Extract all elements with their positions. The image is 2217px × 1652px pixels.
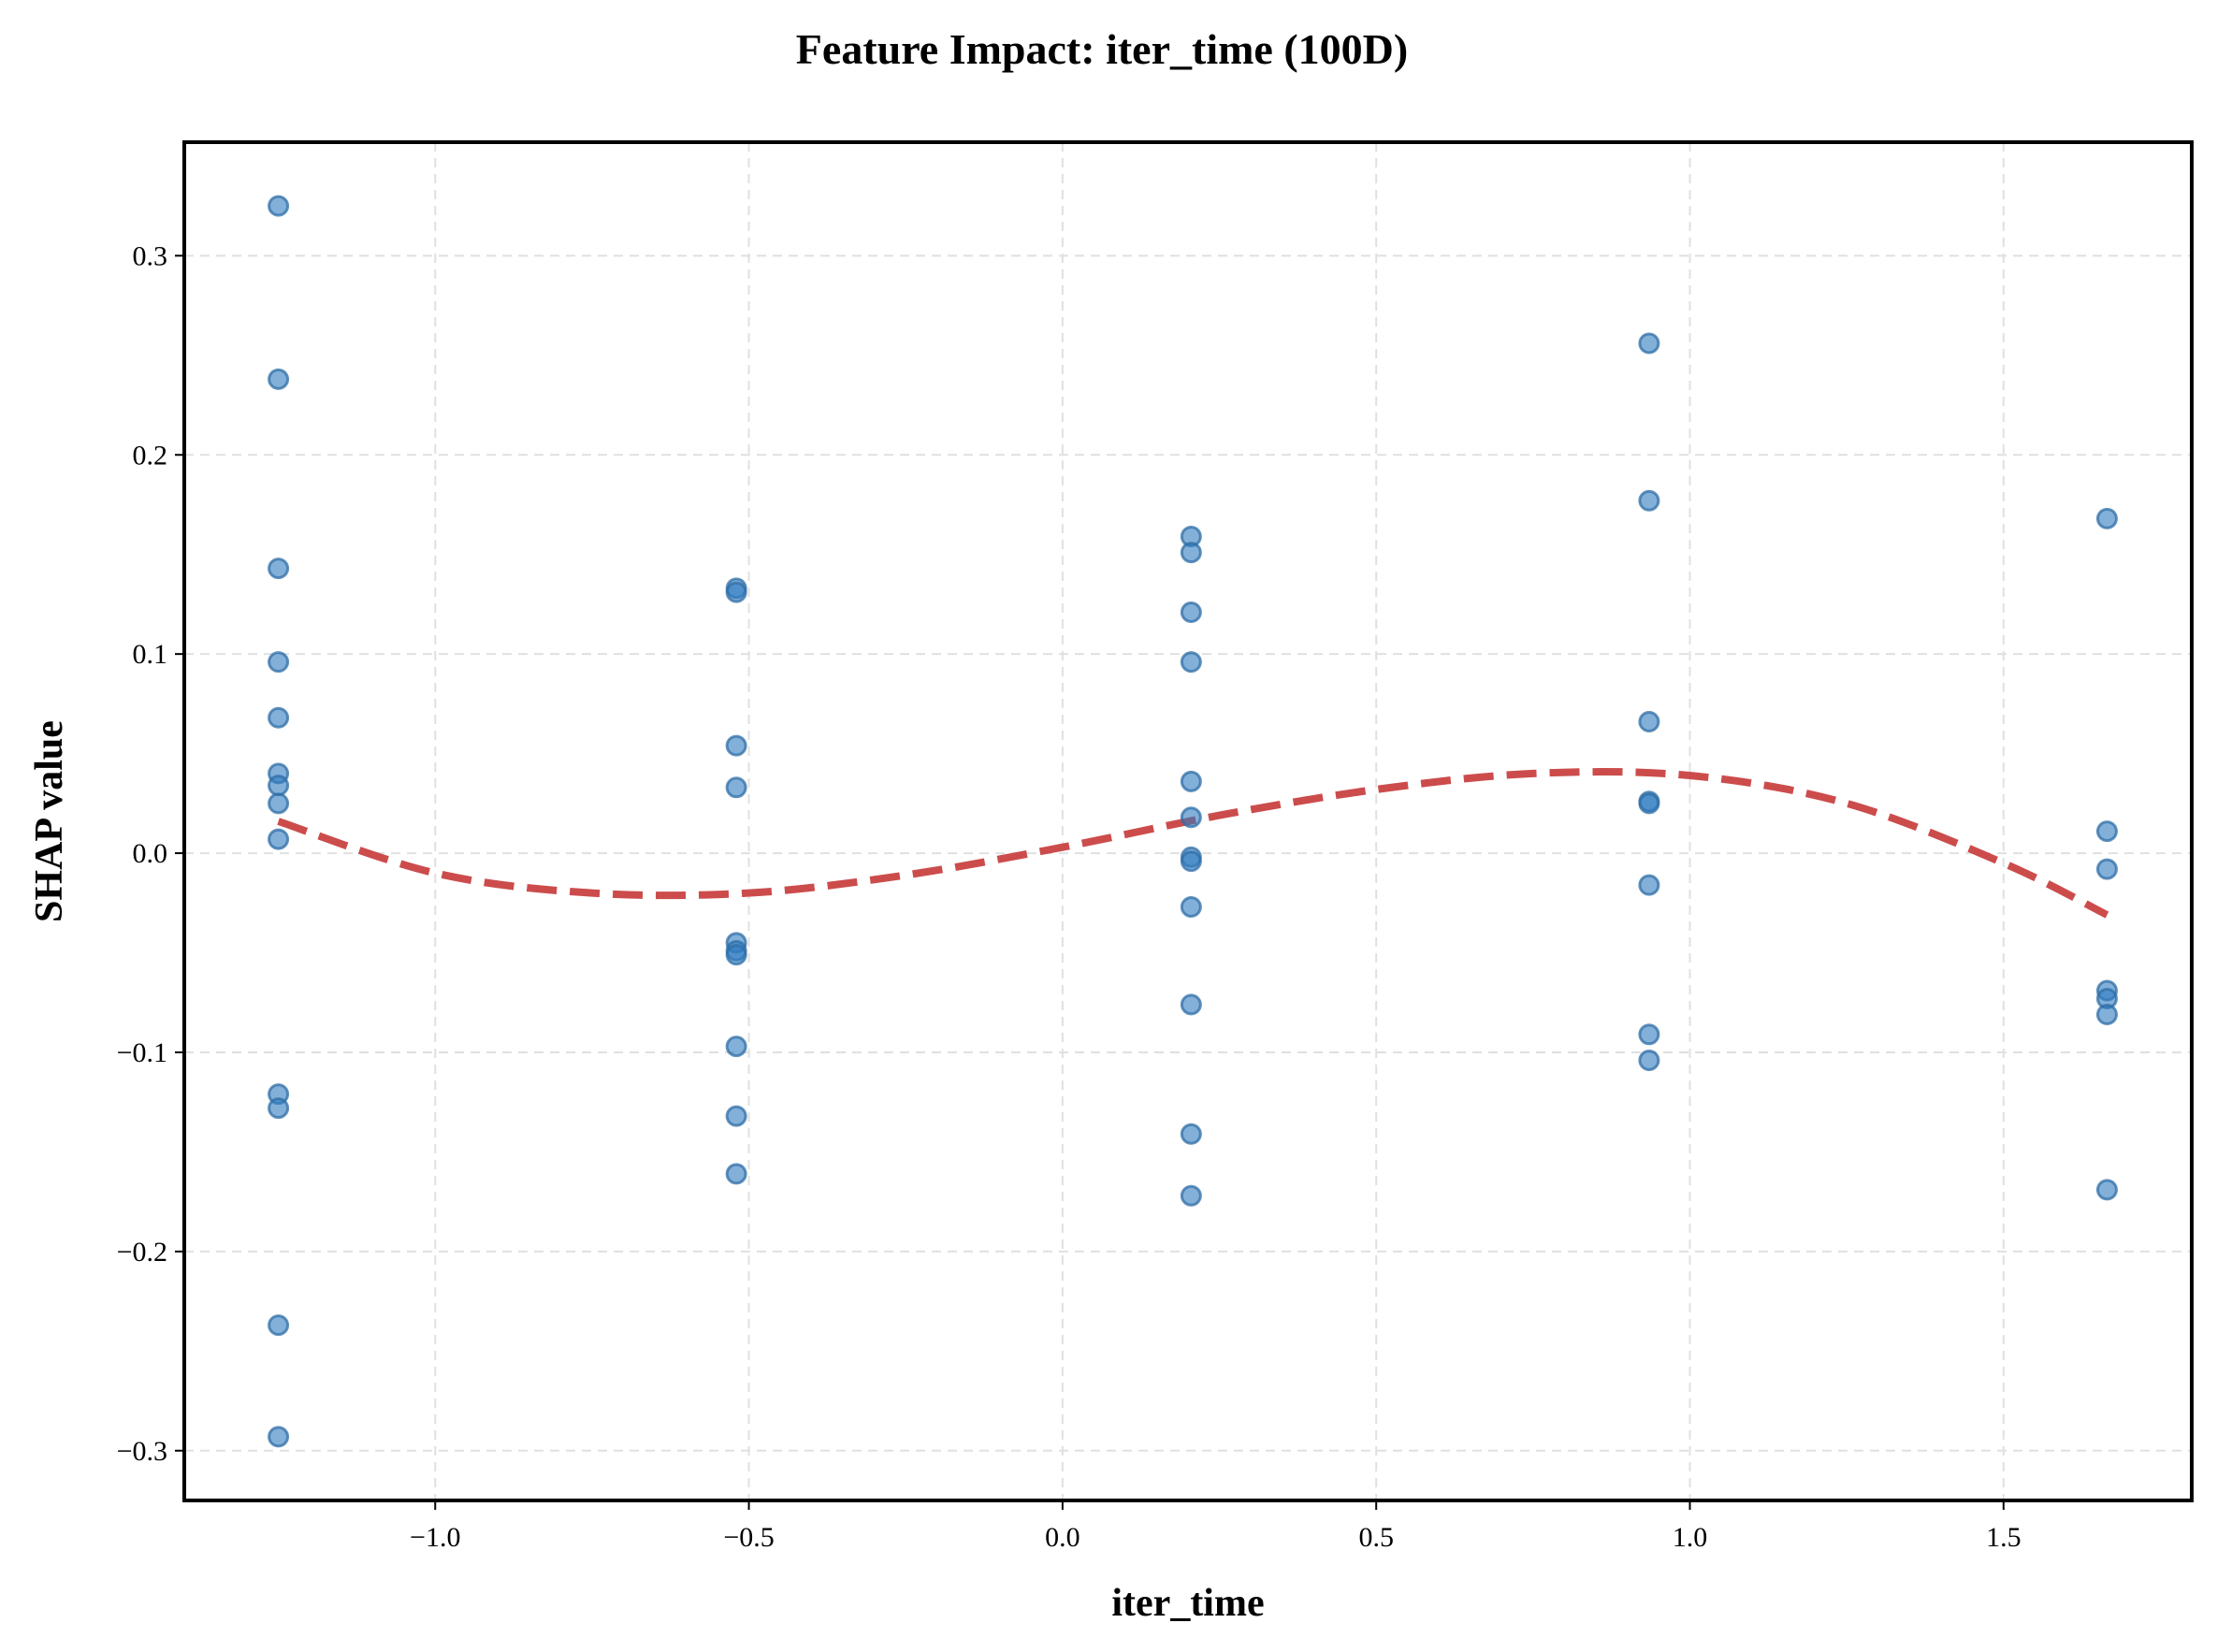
data-point bbox=[1638, 792, 1660, 815]
y-tick-label: 0.0 bbox=[133, 838, 168, 869]
data-point bbox=[1180, 896, 1202, 919]
data-point bbox=[1180, 542, 1202, 564]
data-point bbox=[2095, 858, 2118, 880]
data-point bbox=[268, 368, 290, 390]
data-point bbox=[268, 828, 290, 850]
data-point bbox=[1638, 711, 1660, 733]
data-point bbox=[268, 1314, 290, 1337]
data-point bbox=[268, 195, 290, 217]
data-point bbox=[1180, 651, 1202, 674]
x-axis-ticks: −1.0 −0.5 0.0 0.5 1.0 1.5 bbox=[410, 1500, 2021, 1553]
data-point bbox=[268, 775, 290, 797]
y-axis-label: SHAP value bbox=[28, 720, 71, 922]
data-point bbox=[1638, 489, 1660, 512]
x-axis-label: iter_time bbox=[1111, 1582, 1264, 1625]
data-point bbox=[1180, 993, 1202, 1016]
data-point bbox=[2095, 1004, 2118, 1026]
x-tick-label: −0.5 bbox=[723, 1522, 774, 1553]
data-point bbox=[1180, 850, 1202, 873]
data-point bbox=[268, 1426, 290, 1448]
data-point bbox=[268, 558, 290, 580]
data-point bbox=[2095, 507, 2118, 529]
data-point bbox=[725, 1163, 747, 1185]
data-point bbox=[1180, 1184, 1202, 1207]
data-point bbox=[268, 1097, 290, 1120]
data-point bbox=[725, 776, 747, 799]
data-point bbox=[268, 706, 290, 729]
scatter-points bbox=[268, 195, 2118, 1448]
data-point bbox=[268, 792, 290, 815]
x-tick-label: 1.5 bbox=[1986, 1522, 2021, 1553]
data-point bbox=[1180, 601, 1202, 623]
y-tick-label: −0.1 bbox=[117, 1037, 167, 1068]
y-tick-label: −0.2 bbox=[117, 1237, 167, 1268]
y-tick-label: 0.1 bbox=[133, 639, 168, 670]
data-point bbox=[2095, 820, 2118, 843]
data-point bbox=[1180, 806, 1202, 829]
data-point bbox=[725, 734, 747, 757]
data-point bbox=[725, 581, 747, 603]
data-point bbox=[725, 944, 747, 966]
chart-title: Feature Impact: iter_time (100D) bbox=[796, 25, 1408, 73]
data-point bbox=[1638, 1049, 1660, 1071]
data-point bbox=[268, 651, 290, 674]
y-tick-label: 0.2 bbox=[133, 440, 168, 471]
y-tick-label: 0.3 bbox=[133, 240, 168, 271]
x-tick-label: 1.0 bbox=[1673, 1522, 1708, 1553]
data-point bbox=[1638, 874, 1660, 896]
x-tick-label: 0.5 bbox=[1358, 1522, 1394, 1553]
x-tick-label: −1.0 bbox=[410, 1522, 460, 1553]
data-point bbox=[725, 1105, 747, 1127]
y-tick-label: −0.3 bbox=[117, 1436, 167, 1467]
y-axis-ticks: −0.3 −0.2 −0.1 0.0 0.1 0.2 0.3 bbox=[117, 240, 184, 1467]
data-point bbox=[1180, 1123, 1202, 1145]
plot-frame bbox=[182, 140, 2194, 1502]
data-point bbox=[725, 1036, 747, 1058]
data-point bbox=[1638, 332, 1660, 355]
data-point bbox=[1638, 1023, 1660, 1046]
data-point bbox=[2095, 1179, 2118, 1201]
trend-line bbox=[277, 768, 2109, 919]
x-tick-label: 0.0 bbox=[1045, 1522, 1080, 1553]
data-point bbox=[1180, 770, 1202, 792]
trend-line-layer bbox=[277, 768, 2109, 919]
